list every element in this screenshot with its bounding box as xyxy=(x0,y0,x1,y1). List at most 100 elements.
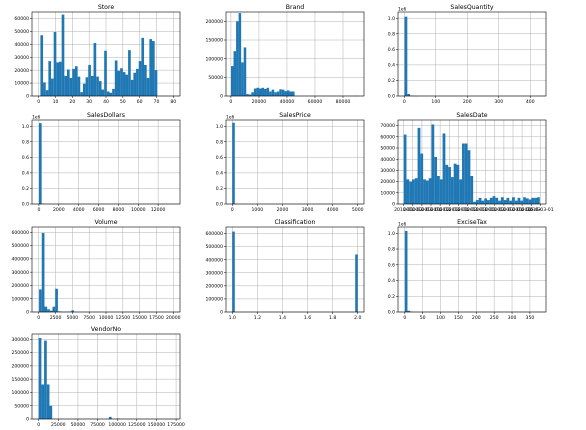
histogram-bar xyxy=(487,200,490,204)
y-tick-label: 20000 xyxy=(380,179,395,185)
x-tick-label: 12500 xyxy=(116,315,131,321)
y-tick-label: 0.8 xyxy=(216,139,223,145)
x-tick-label: 2500 xyxy=(50,315,62,321)
y-tick-label: 0.8 xyxy=(388,247,395,253)
histogram-bar xyxy=(109,92,113,96)
x-tick-label: 5000 xyxy=(352,207,364,213)
histogram-bar xyxy=(41,384,45,419)
y-tick-label: 1.0 xyxy=(388,16,395,22)
histogram-bar xyxy=(130,79,134,96)
histogram-bar xyxy=(56,62,60,96)
histogram-bar xyxy=(88,64,91,96)
x-tick-label: 1.4 xyxy=(279,315,286,321)
y-tick-label: 0.8 xyxy=(22,139,29,145)
histogram-bar xyxy=(133,72,137,96)
histogram-bar xyxy=(230,66,234,96)
histogram-bar xyxy=(495,197,499,204)
y-tick-label: 0.6 xyxy=(388,262,395,268)
subplot-title: VendorNo xyxy=(91,326,121,333)
histogram-bar xyxy=(117,70,121,96)
histogram-bar xyxy=(453,163,457,204)
subplot-vendorno: 0 25000 50000 75000 100000 125000 150000 175000… xyxy=(11,326,184,428)
histogram-bar xyxy=(44,306,48,312)
y-tick-label: 150000 xyxy=(11,377,29,383)
y-tick-label: 0.4 xyxy=(22,170,29,176)
histogram-bar xyxy=(459,179,463,204)
histogram-bar xyxy=(243,47,247,96)
histogram-bar xyxy=(271,89,275,96)
histogram-bar xyxy=(77,76,81,96)
histogram-bar xyxy=(43,82,46,96)
x-tick-label: 2016-01 xyxy=(421,207,440,213)
histogram-bar xyxy=(45,90,49,96)
subplot-salesprice: 0 1000 2000 3000 4000 5000 0.0 0.2 0.4 0.6 0.8 1.01… xyxy=(216,112,365,213)
histogram-bar xyxy=(509,200,513,204)
y-tick-label: 1.0 xyxy=(216,124,223,130)
histogram-bar xyxy=(120,68,123,96)
histogram-bar xyxy=(261,87,265,96)
histogram-bar xyxy=(514,200,518,204)
x-tick-label: 80000 xyxy=(336,99,351,105)
y-tick-label: 200000 xyxy=(11,283,29,289)
subplot-title: ExciseTax xyxy=(457,219,487,226)
x-tick-label: 2016-02 xyxy=(403,207,422,213)
histogram-bar xyxy=(144,64,147,96)
y-tick-label: 150000 xyxy=(205,38,223,44)
subplot-title: Brand xyxy=(286,4,305,11)
histogram-bar xyxy=(464,143,468,204)
histogram-bar xyxy=(71,310,75,312)
histogram-bar xyxy=(40,35,44,96)
histogram-bar xyxy=(39,289,42,312)
histogram-bar xyxy=(489,197,493,204)
histogram-bar xyxy=(85,77,89,96)
histogram-bar xyxy=(238,13,242,96)
x-tick-label: 0 xyxy=(403,315,406,321)
x-tick-label: 2000 xyxy=(277,207,289,213)
y-tick-label: 0.6 xyxy=(388,47,395,53)
histogram-bar xyxy=(484,198,488,204)
x-tick-label: 17500 xyxy=(149,315,164,321)
x-tick-label: 80 xyxy=(170,99,176,105)
histogram-bar xyxy=(274,92,277,96)
histogram-bar xyxy=(48,61,52,96)
x-tick-label: 0 xyxy=(37,422,40,428)
y-tick-label: 200000 xyxy=(205,19,223,25)
histogram-bar xyxy=(420,153,424,204)
y-tick-label: 0 xyxy=(220,310,223,316)
x-tick-label: 2016-01 xyxy=(394,207,413,213)
y-tick-label: 70000 xyxy=(380,123,395,129)
x-tick-label: 2016-03 xyxy=(494,207,513,213)
y-tick-label: 1.0 xyxy=(22,124,29,130)
y-tick-label: 0 xyxy=(26,94,29,100)
histogram-bar xyxy=(431,124,435,204)
histogram-bar xyxy=(59,61,62,96)
y-tick-label: 0.4 xyxy=(216,170,223,176)
histogram-bar xyxy=(475,200,479,204)
histogram-bar xyxy=(90,75,94,96)
histogram-bar xyxy=(38,123,42,204)
axes-frame xyxy=(225,11,365,97)
histogram-bar xyxy=(445,164,449,204)
y-tick-label: 100000 xyxy=(205,297,223,303)
y-tick-label: 0 xyxy=(26,417,29,423)
y-offset-label: 1e6 xyxy=(398,222,406,228)
y-tick-label: 0.2 xyxy=(22,186,29,192)
histogram-bar xyxy=(450,177,454,204)
histogram-bar xyxy=(128,50,131,96)
subplot-store: 0 10 20 30 40 50 60 70 80 0 10000 20000 30000 40000 50… xyxy=(14,4,181,105)
y-tick-label: 0.0 xyxy=(388,94,395,100)
histogram-bar xyxy=(112,88,115,96)
histogram-bar xyxy=(409,181,413,204)
x-tick-label: 2016-02 xyxy=(512,207,531,213)
x-tick-label: 2000 xyxy=(53,207,65,213)
histogram-bar xyxy=(355,254,358,312)
histogram-bar xyxy=(69,77,73,96)
y-tick-label: 300000 xyxy=(11,270,29,276)
y-tick-label: 200000 xyxy=(205,283,223,289)
histogram-bar xyxy=(523,197,526,204)
histogram-bar xyxy=(528,199,532,204)
histogram-bar xyxy=(492,196,496,204)
x-tick-label: 75000 xyxy=(90,422,105,428)
histogram-bar xyxy=(531,197,535,204)
